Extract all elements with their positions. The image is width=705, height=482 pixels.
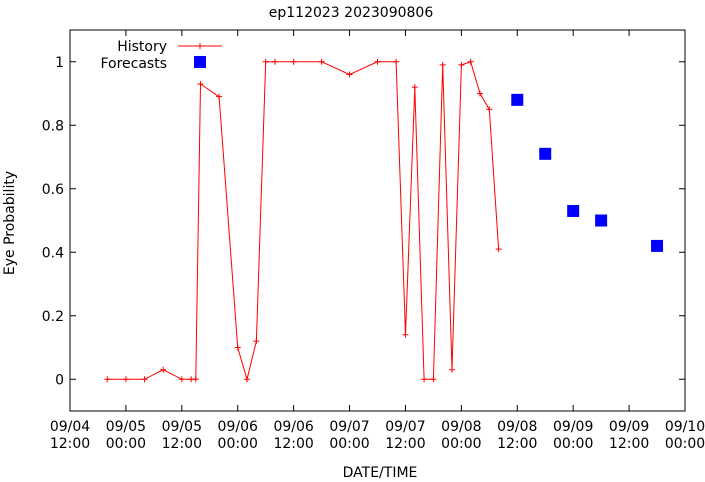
y-tick-label: 0 [55, 372, 64, 388]
history-point [290, 58, 297, 65]
history-point [393, 58, 400, 65]
history-point [272, 58, 278, 65]
x-tick-label-date: 09/05 [106, 419, 146, 435]
y-axis-title: Eye Probability [2, 171, 18, 275]
forecast-point [511, 93, 524, 106]
history-point [346, 71, 353, 78]
history-point [411, 84, 418, 91]
chart-title: ep112023 2023090806 [269, 5, 434, 21]
forecast-series [511, 93, 664, 252]
forecast-point [567, 204, 580, 217]
history-point [421, 376, 428, 383]
x-tick-label-date: 09/06 [218, 419, 258, 435]
history-point [197, 80, 204, 87]
x-tick-label-date: 09/04 [50, 419, 90, 435]
history-point [467, 58, 474, 65]
x-tick-label-time: 00:00 [218, 436, 258, 452]
legend-marker-forecasts [194, 56, 206, 68]
x-axis-title: DATE/TIME [343, 465, 418, 481]
history-series [104, 58, 502, 383]
forecast-point [595, 214, 608, 227]
history-point [402, 331, 409, 338]
x-tick-label-time: 12:00 [162, 436, 202, 452]
forecast-point [539, 147, 552, 160]
history-point [178, 376, 185, 383]
history-point [458, 61, 465, 68]
x-tick-label-time: 00:00 [665, 436, 705, 452]
history-point [430, 376, 437, 383]
history-point [141, 376, 148, 383]
history-point [477, 90, 483, 97]
history-point [253, 338, 260, 345]
legend-label-forecasts: Forecasts [100, 56, 167, 72]
x-tick-label-date: 09/10 [665, 419, 705, 435]
history-point [495, 246, 502, 253]
history-point [449, 366, 456, 373]
history-point [160, 366, 167, 373]
x-tick-label-date: 09/05 [162, 419, 202, 435]
history-point [262, 58, 269, 65]
x-tick-label-date: 09/09 [609, 419, 649, 435]
x-tick-label-time: 00:00 [553, 436, 593, 452]
y-tick-label: 0.2 [42, 309, 64, 325]
y-tick-label: 0.6 [42, 182, 64, 198]
x-tick-label-time: 00:00 [329, 436, 369, 452]
history-point [104, 376, 111, 383]
axis-ticks: 00.20.40.60.8109/0412:0009/0500:0009/051… [42, 30, 705, 452]
x-tick-label-time: 12:00 [50, 436, 90, 452]
x-tick-label-time: 12:00 [609, 436, 649, 452]
history-point [244, 376, 251, 383]
x-tick-label-time: 00:00 [106, 436, 146, 452]
y-tick-label: 0.4 [42, 245, 64, 261]
forecast-point [651, 239, 664, 252]
x-tick-label-time: 12:00 [385, 436, 425, 452]
x-tick-label-date: 09/08 [497, 419, 537, 435]
history-point [216, 93, 223, 100]
x-tick-label-date: 09/07 [329, 419, 369, 435]
history-point [439, 61, 446, 68]
legend-marker-history [197, 43, 203, 49]
plot-border [69, 29, 686, 412]
x-tick-label-date: 09/07 [385, 419, 425, 435]
history-point [234, 344, 241, 351]
y-tick-label: 1 [55, 55, 64, 71]
x-tick-label-date: 09/09 [553, 419, 593, 435]
y-tick-label: 0.8 [42, 118, 64, 134]
plot-area [69, 29, 686, 412]
x-tick-label-date: 09/08 [441, 419, 481, 435]
history-point [192, 376, 199, 383]
history-point [122, 376, 129, 383]
x-tick-label-time: 12:00 [273, 436, 313, 452]
history-point [486, 106, 493, 113]
x-tick-label-time: 12:00 [497, 436, 537, 452]
history-point [318, 58, 325, 65]
legend-label-history: History [117, 39, 167, 55]
history-point [374, 58, 381, 65]
x-tick-label-date: 09/06 [273, 419, 313, 435]
x-tick-label-time: 00:00 [441, 436, 481, 452]
